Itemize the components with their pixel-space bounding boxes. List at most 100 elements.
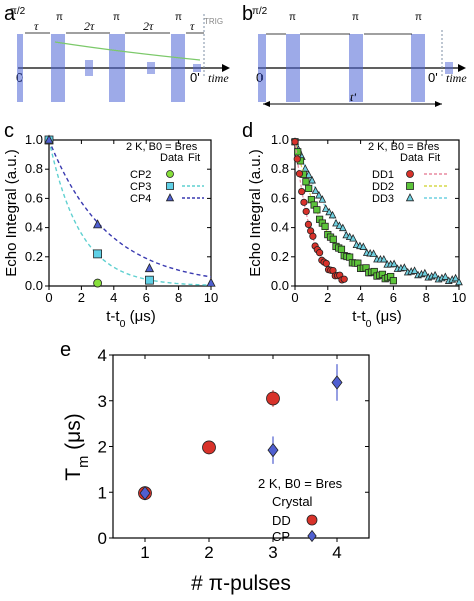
- panel-e-xtick-label: 2: [204, 543, 213, 562]
- panel-a-pulses: [17, 34, 201, 102]
- panel-d-point-dd3: [359, 242, 368, 250]
- panel-c-point-cp4: [44, 134, 54, 144]
- panel-b-zero: 0: [256, 70, 263, 85]
- panel-c-xtick-label: 8: [175, 290, 182, 305]
- panel-c-legend-marker: [166, 182, 174, 190]
- panel-d-letter: d: [242, 120, 253, 142]
- panel-d-ytick-label: 0.6: [271, 190, 289, 205]
- panel-d-point-dd3: [311, 186, 320, 194]
- panel-d-point-dd1: [315, 249, 324, 257]
- panel-d-point-dd3: [379, 254, 388, 263]
- panel-d-condition: 2 K, B0 = Bres: [368, 141, 440, 153]
- panel-d-point-dd3: [315, 190, 323, 199]
- panel-d-point-dd2: [294, 148, 302, 156]
- panel-a-time-arrow-icon: [222, 64, 230, 72]
- panel-d-point-dd3: [441, 272, 450, 280]
- panel-d-xtick-label: 6: [390, 290, 397, 305]
- panel-d-point-dd2: [337, 245, 346, 253]
- panel-c-letter: c: [4, 120, 14, 142]
- panel-a-pulse-sequence: a time 0 0' TRIG π/2 π π π τ 2τ 2τ τ: [4, 3, 230, 102]
- panel-d-point-dd1: [302, 207, 310, 216]
- panel-e-point-dd: [202, 440, 216, 455]
- panel-b-time-arrow-icon: [458, 64, 466, 72]
- panel-c-ytick-label: 0.6: [25, 190, 43, 205]
- panel-c-point-cp3: [93, 249, 102, 259]
- panel-e-letter: e: [60, 339, 71, 361]
- panel-d-point-dd2: [313, 206, 321, 214]
- panel-d-point-dd1: [340, 275, 348, 283]
- panel-e-frame: [112, 354, 370, 539]
- panel-d-legend-head: Fit: [428, 152, 440, 164]
- panel-d-xtick-label: 10: [452, 290, 466, 305]
- panel-c-fit-cp3: [48, 139, 211, 286]
- panel-d-point-dd2: [302, 178, 310, 186]
- panel-d-point-dd1: [295, 170, 304, 178]
- panel-c-ytick-label: 0.4: [25, 220, 43, 235]
- panel-b-pulse-label: π: [289, 12, 296, 23]
- panel-a-delay-label: τ: [190, 19, 195, 33]
- panel-c-ytick-label: 0.8: [25, 161, 43, 176]
- panel-d-xtick-label: 8: [423, 290, 430, 305]
- panel-c-condition: 2 K, B0 = Bres: [126, 141, 198, 153]
- panel-b-labels: π/2 π π π: [252, 6, 422, 23]
- panel-e-point-cp: [331, 375, 343, 390]
- panel-d-frame: [294, 139, 460, 287]
- panel-c-point-cp2: [93, 278, 102, 288]
- panel-a-zero-prime: 0': [190, 70, 200, 85]
- panel-e-ytick-label: 1: [98, 483, 107, 502]
- panel-c-point-cp4: [144, 263, 155, 273]
- panel-c-legend-label: CP4: [130, 193, 151, 205]
- panel-c-cp-decay: 0 2 4 6 8 10 0.0 0.2 0.4 0.6 0.8 1.0 c t-t0 (μs) Echo …: [3, 120, 218, 330]
- panel-c-fit-cp4: [48, 139, 212, 278]
- panel-a-pulse-label: π: [175, 12, 182, 23]
- panel-e-point-dd: [266, 391, 280, 406]
- panel-b-pulse-sequence: b time 0 0' π/2 π π π t': [242, 3, 467, 107]
- panel-d-point-dd3: [369, 249, 378, 257]
- panel-c-point-cp4: [92, 219, 103, 229]
- panel-a-letter: a: [4, 3, 16, 25]
- panel-e-point-cp: [267, 443, 279, 458]
- panel-a-pulse-label: π: [113, 12, 120, 23]
- panel-d-ylabel: Echo Integral (a.u.): [247, 149, 264, 277]
- panel-d-point-dd3: [349, 233, 357, 242]
- panel-b-zero-prime: 0': [428, 70, 438, 85]
- panel-e-point-cp: [139, 486, 151, 501]
- panel-d-point-dd3: [455, 277, 463, 286]
- panel-a-pulse-label: π/2: [10, 6, 26, 17]
- panel-d-legend-head: Data: [400, 152, 424, 164]
- panel-a-pulse-label: π: [56, 12, 63, 23]
- panel-d-ytick-label: 0.0: [271, 278, 289, 293]
- panel-d-ytick-label: 0.8: [271, 161, 289, 176]
- panel-e-legend-marker: [306, 514, 318, 526]
- panel-a-delay-label: 2τ: [143, 19, 154, 33]
- panel-d-legend-marker: [406, 182, 414, 190]
- panel-d-point-dd3: [321, 204, 330, 212]
- panel-d-point-dd1: [304, 220, 313, 228]
- panel-e-xtick-label: 3: [268, 543, 277, 562]
- panel-a-trig-label: TRIG: [204, 17, 223, 26]
- panel-d-point-dd3: [410, 266, 419, 274]
- panel-b-pulse-label: π/2: [252, 6, 268, 17]
- panel-d-ytick-label: 0.4: [271, 220, 289, 235]
- panel-e-legend-title: Crystal: [272, 494, 313, 509]
- panel-e-ytick-label: 0: [98, 529, 107, 548]
- panel-d-point-dd2: [321, 222, 329, 231]
- panel-b-pulse-label: π: [352, 12, 359, 23]
- panel-c-ytick-label: 1.0: [25, 132, 43, 147]
- panel-b-tprime-right-arrow-icon: [435, 101, 442, 107]
- panel-a-labels: π/2 π π π τ 2τ 2τ τ: [10, 6, 195, 33]
- panel-e-ylabel: Tm (μs): [62, 413, 92, 481]
- panel-d-point-dd3: [338, 223, 347, 232]
- panel-c-xtick-label: 6: [143, 290, 150, 305]
- panel-c-ylabel: Echo Integral (a.u.): [3, 149, 20, 277]
- panel-d-xlabel: t-t0 (μs): [352, 308, 402, 330]
- panel-e-xlabel: # π-pulses: [191, 572, 291, 595]
- panel-c-xtick-label: 2: [78, 290, 85, 305]
- panel-d-legend-marker: [405, 193, 415, 202]
- panel-c-legend-marker: [166, 170, 174, 178]
- panel-d-point-dd1: [293, 155, 301, 163]
- panel-b-pulse-label: π: [415, 12, 422, 23]
- panel-e-xtick-label: 4: [332, 543, 341, 562]
- panel-e-legend-label: DD: [272, 513, 291, 528]
- panel-c-xlabel: t-t0 (μs): [106, 308, 156, 330]
